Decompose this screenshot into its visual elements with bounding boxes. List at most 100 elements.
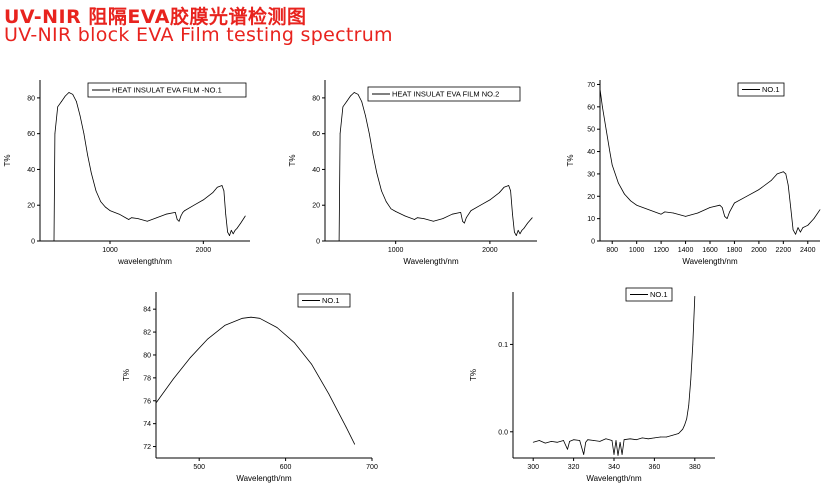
data-point	[137, 218, 139, 219]
data-point	[79, 115, 81, 117]
legend-label: HEAT INSULAT EVA FILM NO.2	[392, 90, 499, 99]
data-point	[617, 182, 619, 184]
data-point	[156, 217, 158, 219]
data-point	[57, 106, 59, 108]
data-point	[519, 233, 521, 235]
data-point	[216, 186, 218, 188]
y-tick-label: 80	[312, 95, 320, 102]
data-point	[792, 229, 794, 231]
data-point	[182, 212, 184, 213]
data-point	[508, 185, 510, 186]
data-point	[790, 207, 792, 208]
data-point	[666, 436, 667, 438]
series-line	[155, 316, 356, 445]
data-point	[782, 171, 784, 173]
data-point	[276, 327, 278, 328]
x-tick-label: 1000	[102, 247, 118, 254]
data-point	[250, 316, 252, 318]
data-point	[64, 95, 66, 97]
data-point	[615, 440, 617, 441]
x-tick-label: 800	[606, 247, 618, 254]
data-point	[90, 172, 92, 174]
data-point	[202, 199, 204, 201]
data-point	[648, 209, 650, 211]
data-point	[489, 199, 491, 201]
chart-5: 300 320 340 360 380 0.0 0.1 Wavelength/nm T% NO.1	[469, 287, 715, 483]
data-point	[517, 229, 519, 231]
data-point	[227, 231, 228, 233]
data-point	[563, 440, 564, 441]
x-tick-label: 2000	[196, 247, 212, 254]
y-tick-label: 70	[587, 82, 595, 89]
data-point	[685, 216, 686, 217]
chart-4: 500 600 700 72 74 76 78 80 82 84 Wavelength/nm T% NO…	[122, 292, 378, 483]
data-point	[551, 441, 552, 442]
data-point	[721, 207, 723, 208]
legend-box	[625, 287, 673, 302]
page-subtitle: UV-NIR block EVA Film testing spectrum	[4, 24, 393, 46]
y-tick-label: 0	[591, 239, 595, 246]
data-point	[54, 133, 56, 135]
data-point	[585, 441, 587, 443]
y-tick-label: 80	[143, 352, 151, 359]
data-point	[532, 441, 534, 443]
data-point	[234, 229, 236, 231]
x-tick-label: 1600	[702, 247, 718, 254]
data-point	[636, 204, 638, 206]
data-point	[465, 217, 467, 219]
data-point	[354, 443, 356, 445]
data-point	[390, 208, 392, 210]
y-tick-label: 60	[312, 131, 320, 138]
data-point	[697, 212, 699, 214]
data-point	[118, 213, 120, 215]
data-point	[719, 204, 721, 206]
data-point	[746, 195, 748, 197]
data-point	[734, 202, 735, 204]
y-tick-label: 60	[587, 104, 595, 111]
data-point	[664, 211, 666, 213]
data-point	[813, 218, 815, 219]
legend-box	[87, 82, 247, 98]
data-point	[345, 426, 347, 428]
y-tick-label: 78	[143, 375, 151, 382]
data-point	[709, 207, 711, 208]
y-axis-label: T%	[3, 155, 12, 167]
data-point	[770, 180, 772, 181]
data-point	[807, 224, 809, 226]
legend-box	[297, 293, 351, 308]
series-line	[599, 88, 821, 235]
data-point	[464, 222, 465, 224]
x-tick-label: 340	[608, 464, 620, 471]
data-point	[350, 95, 351, 97]
data-point	[819, 209, 821, 211]
chart-3: 800 1000 1200 1400 1600 1800 2000 2200 2400 0 10 20…	[566, 80, 821, 266]
series-line	[53, 92, 246, 242]
data-point	[617, 455, 619, 456]
data-point	[599, 441, 601, 442]
x-tick-label: 320	[568, 464, 580, 471]
data-point	[338, 240, 340, 242]
data-point	[100, 201, 102, 202]
data-point	[686, 418, 688, 420]
data-point	[83, 133, 85, 135]
data-point	[654, 437, 655, 439]
y-tick-label: 30	[587, 171, 595, 178]
data-point	[87, 154, 88, 156]
data-point	[583, 454, 585, 455]
data-point	[641, 437, 643, 439]
data-point	[232, 233, 234, 235]
data-point	[128, 219, 130, 220]
data-point	[785, 173, 787, 175]
x-tick-label: 300	[527, 464, 539, 471]
data-point	[515, 235, 517, 236]
data-point	[293, 342, 295, 343]
data-point	[155, 402, 157, 404]
data-point	[672, 434, 673, 436]
data-point	[95, 190, 97, 192]
data-point	[223, 190, 225, 192]
data-point	[193, 204, 195, 206]
data-point	[72, 93, 74, 95]
y-tick-label: 72	[143, 444, 151, 451]
x-tick-label: 1400	[678, 247, 694, 254]
